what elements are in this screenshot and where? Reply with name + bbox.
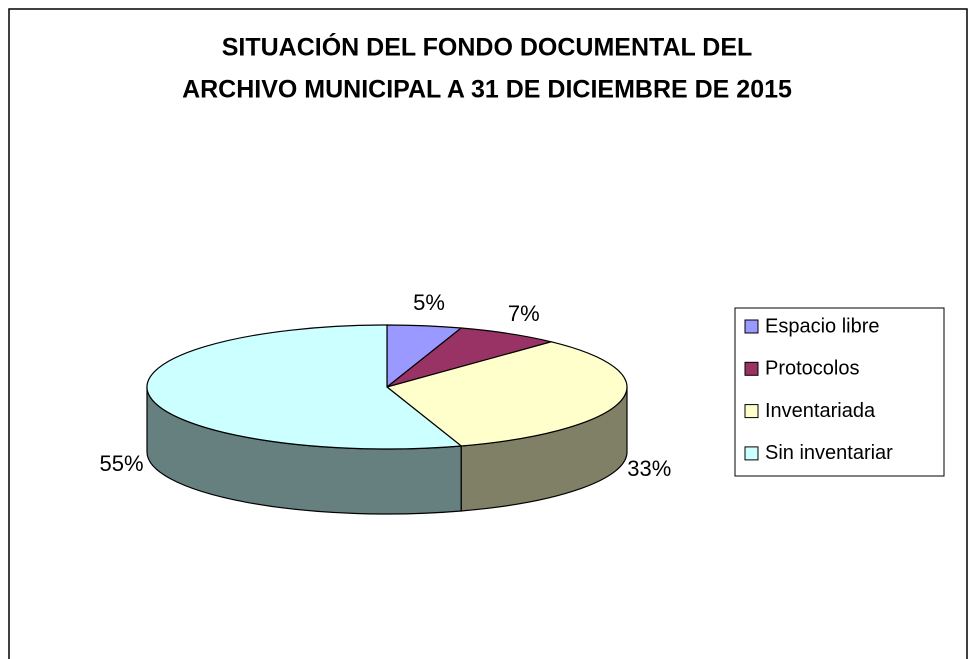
pie-slice bbox=[386, 327, 554, 388]
legend-swatch bbox=[744, 404, 759, 419]
data-label: 7% bbox=[508, 301, 540, 326]
legend-label: Protocolos bbox=[765, 358, 860, 380]
legend-swatch bbox=[744, 361, 759, 376]
legend-label: Espacio libre bbox=[765, 315, 880, 337]
legend-swatch bbox=[744, 446, 759, 461]
data-label: 33% bbox=[627, 456, 671, 481]
pie-slice bbox=[146, 324, 463, 450]
data-label: 55% bbox=[99, 451, 143, 476]
chart-title: ARCHIVO MUNICIPAL A 31 DE DICIEMBRE DE 2… bbox=[182, 76, 792, 104]
legend-label: Sin inventariar bbox=[765, 442, 893, 464]
pie-slice bbox=[385, 341, 628, 447]
chart-border bbox=[8, 8, 968, 659]
legend-swatch bbox=[744, 319, 759, 334]
legend-box bbox=[734, 307, 945, 477]
chart-title: SITUACIÓN DEL FONDO DOCUMENTAL DEL bbox=[222, 32, 753, 62]
legend-label: Inventariada bbox=[765, 400, 876, 422]
data-label: 5% bbox=[413, 290, 445, 315]
